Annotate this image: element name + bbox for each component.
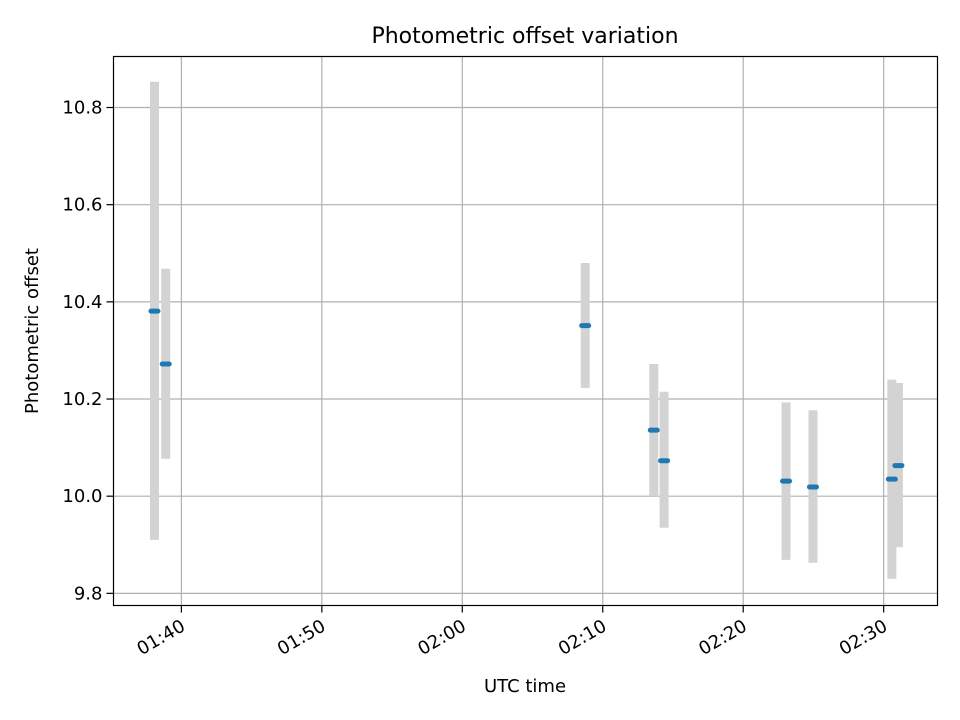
data-markers xyxy=(148,308,905,490)
grid xyxy=(113,56,938,606)
y-tick-label: 10.0 xyxy=(62,486,102,507)
chart-title: Photometric offset variation xyxy=(371,24,678,49)
y-tick-label: 10.2 xyxy=(62,389,102,410)
y-tick-label: 10.4 xyxy=(62,292,102,313)
y-tick-label: 10.8 xyxy=(62,98,102,119)
y-tick-label: 9.8 xyxy=(74,583,103,604)
y-tick-label: 10.6 xyxy=(62,195,102,216)
x-axis-label: UTC time xyxy=(484,676,566,697)
plot-frame xyxy=(112,55,939,607)
y-axis-ticks: 9.8 10.0 10.2 10.4 10.6 10.8 xyxy=(62,98,114,604)
y-axis-label: Photometric offset xyxy=(22,248,43,414)
